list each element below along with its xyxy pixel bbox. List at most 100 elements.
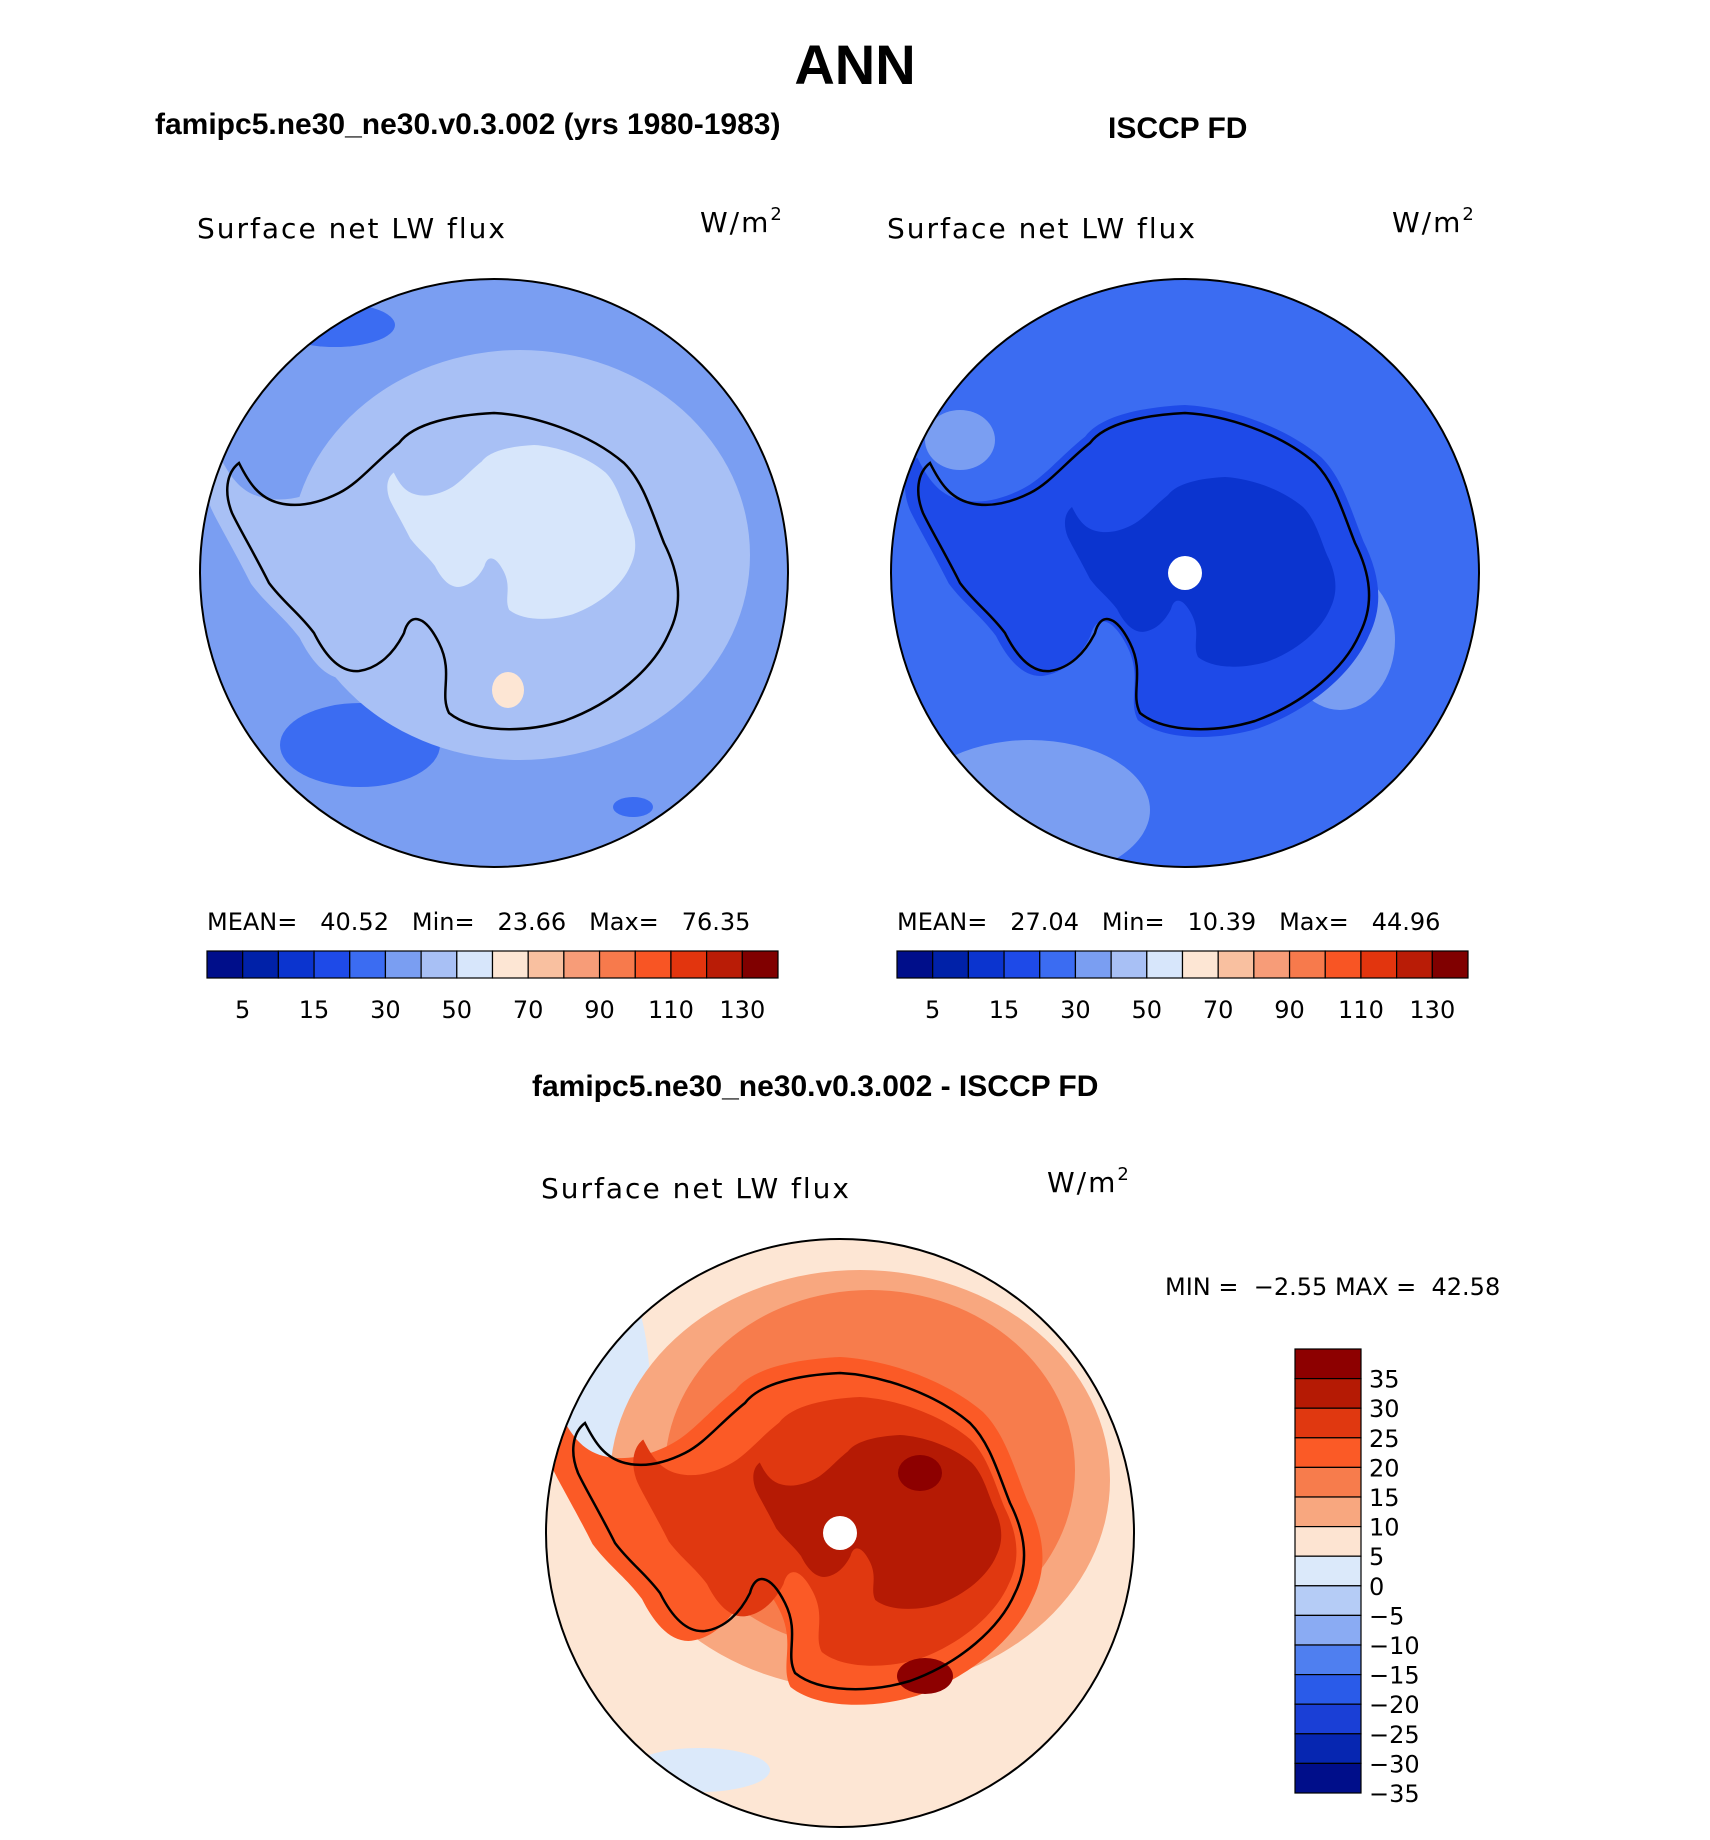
- panel-1-colorbar-box-0: [206, 950, 244, 979]
- panel-1-colorbar: 5 15 30 50 70 90 110 130: [206, 950, 779, 1024]
- panel-2-colorbar-tick-label: 70: [1203, 996, 1234, 1024]
- panel-2-colorbar-box-7: [1146, 950, 1184, 979]
- panel-1-warm-patch: [492, 672, 524, 708]
- panel-1-colorbar-box-11: [598, 950, 636, 979]
- panel-2-title: ISCCP FD: [1108, 112, 1248, 145]
- panel-1-colorbar-tick-label: 15: [299, 996, 330, 1024]
- panel-3-colorbar-tick-label: −35: [1369, 1780, 1420, 1808]
- panel-3-colorbar-box-6: [1294, 1525, 1362, 1557]
- panel-3-colorbar-tick-label: −25: [1369, 1721, 1420, 1749]
- panel-3-colorbar-tick-label: −5: [1369, 1602, 1404, 1630]
- panel-3-colorbar-box-2: [1294, 1407, 1362, 1439]
- panel-3-colorbar-box-0: [1294, 1348, 1362, 1380]
- panel-3-colorbar-box-4: [1294, 1466, 1362, 1498]
- panel-2-stats: MEAN= 27.04 Min= 10.39 Max= 44.96: [897, 908, 1441, 936]
- panel-3-colorbar-tick-label: 5: [1369, 1543, 1384, 1571]
- panel-3-colorbar-tick-label: −20: [1369, 1691, 1420, 1719]
- panel-3-colorbar-box-14: [1294, 1762, 1362, 1794]
- panel-1-colorbar-box-3: [313, 950, 351, 979]
- panel-3-colorbar-box-5: [1294, 1496, 1362, 1528]
- panel-3-colorbar-tick-label: 35: [1369, 1366, 1400, 1394]
- panel-3-colorbar-tick-label: 25: [1369, 1425, 1400, 1453]
- panel-3-pole-hole: [823, 1516, 857, 1550]
- panel-2-colorbar-box-14: [1396, 950, 1433, 979]
- panel-1-colorbar-tick-label: 110: [648, 996, 694, 1024]
- panel-1-colorbar-box-1: [242, 950, 279, 979]
- panel-2-colorbar-box-4: [1039, 950, 1077, 979]
- panel-3-colorbar-tick-label: 0: [1369, 1573, 1384, 1601]
- panel-3-colorbar-box-1: [1294, 1377, 1362, 1409]
- panel-3-max-patch-1: [898, 1455, 942, 1491]
- panel-3-colorbar-box-8: [1294, 1585, 1362, 1617]
- panel-3-colorbar-tick-label: 20: [1369, 1454, 1400, 1482]
- panel-2-units: W/m2: [1392, 204, 1474, 239]
- panel-1-colorbar-box-4: [349, 950, 387, 979]
- panel-3-map-border: [545, 1238, 1135, 1828]
- panel-3-colorbar-box-13: [1294, 1733, 1362, 1765]
- panel-3-colorbar-box-11: [1294, 1673, 1362, 1705]
- panel-2-colorbar-tick-label: 90: [1274, 996, 1305, 1024]
- panel-2-map-border: [890, 278, 1480, 868]
- panel-2-colorbar-box-3: [1003, 950, 1041, 979]
- panel-2-colorbar-box-9: [1217, 950, 1255, 979]
- panel-1-stats: MEAN= 40.52 Min= 23.66 Max= 76.35: [207, 908, 751, 936]
- panel-3-colorbar-tick-label: 10: [1369, 1514, 1400, 1542]
- panel-2-light-patch-2: [925, 410, 995, 470]
- panel-3-colorbar-tick-label: −10: [1369, 1632, 1420, 1660]
- panel-1-colorbar-box-2: [277, 950, 315, 979]
- panel-2-pole-hole: [1168, 556, 1202, 590]
- panel-1-colorbar-tick-label: 50: [442, 996, 473, 1024]
- panel-1-colorbar-box-15: [741, 950, 779, 979]
- panel-3-colorbar-box-9: [1294, 1614, 1362, 1646]
- panel-2-colorbar: 5 15 30 50 70 90 110 130: [896, 950, 1469, 1024]
- panel-3-colorbar-box-12: [1294, 1703, 1362, 1735]
- panel-1-colorbar-box-6: [420, 950, 458, 979]
- panel-3-colorbar-tick-label: −15: [1369, 1662, 1420, 1690]
- panel-2-colorbar-tick-label: 30: [1060, 996, 1091, 1024]
- panel-1-map-border: [199, 278, 789, 868]
- panel-2-colorbar-box-15: [1431, 950, 1469, 979]
- panel-1-colorbar-box-5: [384, 950, 422, 979]
- figure-title: ANN: [794, 33, 916, 96]
- panel-1-colorbar-tick-label: 70: [513, 996, 544, 1024]
- panel-2-colorbar-tick-label: 5: [925, 996, 940, 1024]
- panel-1-dark-patch-3: [613, 797, 653, 817]
- panel-3-colorbar-box-10: [1294, 1644, 1362, 1676]
- panel-2-map: [891, 279, 1479, 867]
- panel-3-colorbar-tick-label: −30: [1369, 1750, 1420, 1778]
- panel-3-colorbar-box-3: [1294, 1437, 1362, 1469]
- panel-1-colorbar-tick-label: 90: [584, 996, 615, 1024]
- panel-1-colorbar-box-14: [706, 950, 743, 979]
- panel-3-negative-patch-2: [630, 1748, 770, 1792]
- panel-2-colorbar-tick-label: 50: [1132, 996, 1163, 1024]
- panel-2-colorbar-box-6: [1110, 950, 1148, 979]
- panel-2-variable: Surface net LW flux: [887, 212, 1197, 245]
- panel-2-colorbar-tick-label: 130: [1409, 996, 1455, 1024]
- panel-1-map: [200, 279, 788, 867]
- panel-1-colorbar-box-12: [634, 950, 672, 979]
- panel-3-colorbar-tick-label: 30: [1369, 1395, 1400, 1423]
- panel-2-colorbar-box-5: [1074, 950, 1112, 979]
- panel-3-colorbar-tick-label: 15: [1369, 1484, 1400, 1512]
- panel-3-title: famipc5.ne30_ne30.v0.3.002 - ISCCP FD: [532, 1070, 1099, 1103]
- panel-3-stats: MIN = −2.55 MAX = 42.58: [1165, 1273, 1501, 1301]
- panel-3-units: W/m2: [1047, 1164, 1129, 1199]
- panel-2-colorbar-box-8: [1181, 950, 1219, 979]
- panel-2-colorbar-box-12: [1324, 950, 1362, 979]
- panel-2-colorbar-box-0: [896, 950, 934, 979]
- panel-1-variable: Surface net LW flux: [197, 212, 507, 245]
- panel-2-colorbar-box-10: [1253, 950, 1291, 979]
- panel-1-colorbar-tick-label: 30: [370, 996, 401, 1024]
- panel-1-colorbar-box-9: [527, 950, 565, 979]
- panel-1-units: W/m2: [700, 204, 782, 239]
- panel-3-map: [546, 1239, 1134, 1827]
- panel-2-colorbar-tick-label: 15: [989, 996, 1020, 1024]
- panel-1-title: famipc5.ne30_ne30.v0.3.002 (yrs 1980-198…: [155, 108, 781, 141]
- panel-2-colorbar-tick-label: 110: [1338, 996, 1384, 1024]
- panel-3-variable: Surface net LW flux: [541, 1172, 851, 1205]
- panel-2-colorbar-box-2: [967, 950, 1005, 979]
- panel-2-colorbar-box-13: [1360, 950, 1398, 979]
- panel-1-colorbar-box-8: [491, 950, 529, 979]
- panel-3-colorbar-box-7: [1294, 1555, 1362, 1587]
